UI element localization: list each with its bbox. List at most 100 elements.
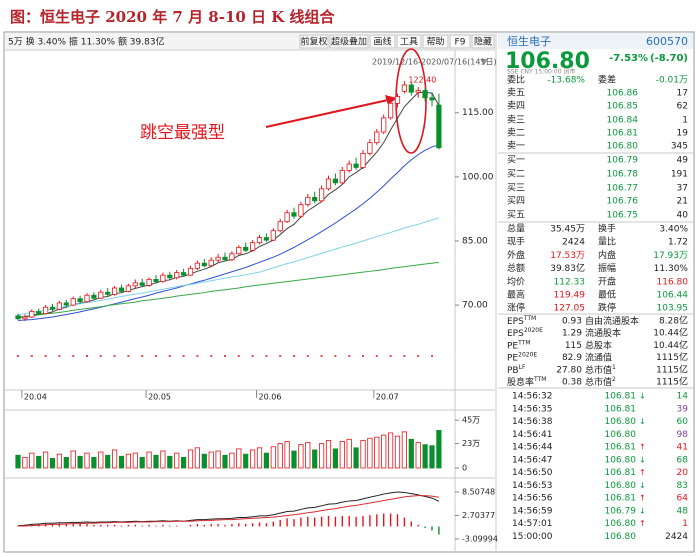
toolbar-button[interactable] bbox=[329, 34, 369, 49]
toolbar-button-label[interactable]: 超级叠加 bbox=[331, 36, 367, 48]
fin-value: 1115亿 bbox=[656, 351, 688, 363]
fin-value: 82.9 bbox=[562, 353, 582, 363]
volume-bar bbox=[49, 458, 56, 469]
side-header-bg bbox=[498, 33, 693, 49]
candle-body bbox=[229, 253, 235, 261]
tick-time: 14:56:56 bbox=[512, 494, 553, 504]
book-label: 委差 bbox=[598, 74, 616, 86]
fin-value: 115 bbox=[565, 341, 582, 351]
candle-body bbox=[332, 178, 339, 184]
toolbar-button-label[interactable]: 工具 bbox=[400, 37, 418, 48]
signal-dot bbox=[72, 355, 75, 357]
fin-label-sup: TTM bbox=[533, 376, 546, 383]
candle-body bbox=[387, 102, 394, 119]
stat-value: 2424 bbox=[562, 238, 585, 248]
toolbar-button-label[interactable]: 隐藏 bbox=[474, 36, 492, 48]
signal-dot bbox=[375, 355, 378, 357]
book-level: 卖二 bbox=[507, 128, 525, 139]
y-tick-label: 115.00 bbox=[462, 108, 494, 118]
fin-label: 总股本 bbox=[585, 339, 612, 351]
volume-bar bbox=[346, 438, 352, 469]
tick-volume: 60 bbox=[677, 417, 689, 427]
volume-bar bbox=[222, 454, 228, 469]
candle-body bbox=[201, 262, 207, 267]
tick-volume: 2424 bbox=[665, 532, 688, 542]
y-tick-label: 85.00 bbox=[462, 236, 488, 246]
date-label: 20.06 bbox=[259, 393, 282, 402]
fin-value: 1115亿 bbox=[656, 363, 688, 375]
fin-label: PE2020E bbox=[507, 351, 537, 363]
fin-value: 1.29 bbox=[562, 329, 582, 339]
volume-bar bbox=[194, 447, 200, 469]
volume-bar bbox=[408, 438, 414, 469]
volume-bar bbox=[263, 452, 270, 469]
volume-bar bbox=[429, 445, 435, 469]
toolbar-button-label[interactable]: F9 bbox=[455, 38, 466, 48]
candle-body bbox=[270, 230, 276, 241]
book-volume: 37 bbox=[677, 184, 688, 194]
fin-value: 0.93 bbox=[562, 317, 582, 327]
toolbar-button[interactable] bbox=[449, 34, 471, 49]
tick-arrow: ↓ bbox=[639, 417, 646, 426]
toolbar-button[interactable] bbox=[299, 34, 329, 49]
stat-label: 最低 bbox=[598, 289, 616, 301]
book-price: 106.79 bbox=[607, 156, 639, 166]
book-price: 106.86 bbox=[607, 89, 639, 99]
signal-dot bbox=[362, 355, 364, 357]
candle-body bbox=[77, 298, 83, 303]
tick-time: 14:56:35 bbox=[512, 404, 552, 414]
book-value: -0.01万 bbox=[656, 76, 688, 86]
fin-label-sup: 2020E bbox=[518, 351, 537, 358]
toolbar-button[interactable] bbox=[422, 34, 449, 49]
book-price: 106.81 bbox=[607, 129, 639, 139]
toolbar-button-label[interactable]: 画线 bbox=[373, 36, 391, 48]
book-price: 106.77 bbox=[607, 184, 639, 194]
fin-label: 自由流通股本 bbox=[585, 315, 639, 327]
volume-bar bbox=[112, 449, 118, 469]
signal-dot bbox=[58, 355, 61, 357]
fin-label: 总市值2 bbox=[585, 376, 616, 388]
toolbar-button-label[interactable]: 帮助 bbox=[426, 36, 444, 48]
candle-body bbox=[222, 256, 228, 261]
volume-bar bbox=[291, 450, 297, 469]
stat-value: 35.45万 bbox=[550, 225, 585, 235]
book-price: 106.80 bbox=[607, 142, 639, 152]
tick-arrow: ↑ bbox=[639, 519, 646, 528]
volume-bar bbox=[394, 435, 401, 469]
macd-tick-label: 2.70377 bbox=[462, 511, 495, 520]
volume-tick-label: 0 bbox=[462, 464, 467, 473]
fin-value: 0.38 bbox=[562, 378, 582, 388]
volume-bar bbox=[91, 456, 97, 469]
toolbar-button-label[interactable]: 前复权 bbox=[300, 36, 327, 48]
tick-time: 14:56:50 bbox=[512, 468, 553, 478]
tick-volume: 98 bbox=[677, 430, 689, 440]
annotation-arrow bbox=[265, 99, 389, 128]
fin-value: 1115亿 bbox=[656, 376, 688, 388]
candle-body bbox=[401, 84, 408, 92]
date-label: 20.07 bbox=[376, 393, 399, 402]
volume-bar bbox=[70, 450, 76, 469]
candle-body bbox=[105, 291, 111, 295]
stock-name: 恒生电子 bbox=[507, 34, 551, 48]
macd-tick-label: -3.09994 bbox=[462, 535, 498, 544]
toolbar-button[interactable] bbox=[471, 34, 495, 49]
signal-dot bbox=[141, 355, 144, 357]
toolbar-button[interactable] bbox=[396, 34, 422, 49]
candle-body bbox=[63, 302, 69, 306]
signal-dot bbox=[127, 355, 130, 357]
stat-value: 116.80 bbox=[657, 277, 689, 287]
toolbar-button[interactable] bbox=[369, 34, 396, 49]
volume-bar bbox=[208, 451, 214, 469]
volume-bar bbox=[77, 455, 83, 469]
signal-dot bbox=[86, 355, 88, 357]
candle-body bbox=[29, 311, 35, 318]
volume-bar bbox=[270, 446, 276, 469]
volume-bar bbox=[215, 450, 221, 469]
fin-label-sup: TTM bbox=[517, 339, 530, 346]
signal-dot bbox=[265, 355, 268, 357]
fin-value: 10.44亿 bbox=[653, 339, 688, 351]
book-volume: 49 bbox=[677, 156, 689, 166]
volume-bar bbox=[325, 439, 332, 469]
signal-dot bbox=[417, 355, 420, 357]
volume-bar bbox=[256, 447, 263, 469]
